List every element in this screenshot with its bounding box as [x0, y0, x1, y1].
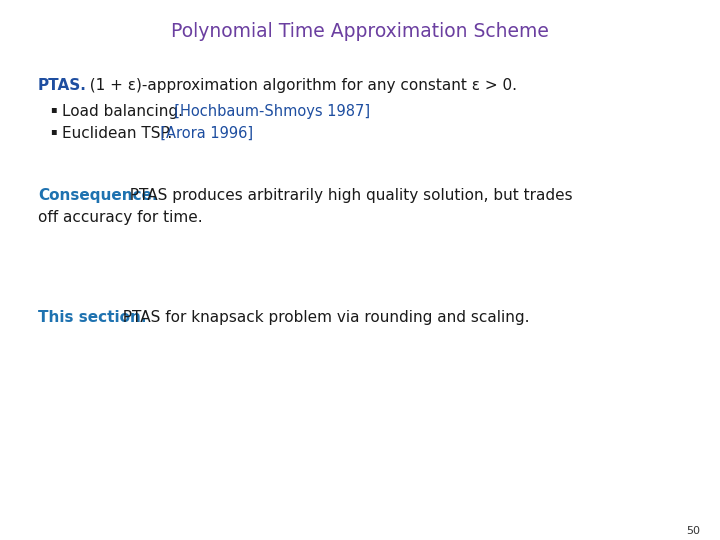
Text: [Arora 1996]: [Arora 1996]	[151, 126, 253, 141]
Text: Euclidean TSP.: Euclidean TSP.	[62, 126, 172, 141]
Text: This section.: This section.	[38, 310, 146, 325]
Text: Consequence.: Consequence.	[38, 188, 158, 203]
Text: Load balancing.: Load balancing.	[62, 104, 183, 119]
Text: Polynomial Time Approximation Scheme: Polynomial Time Approximation Scheme	[171, 22, 549, 41]
Text: PTAS.: PTAS.	[38, 78, 87, 93]
Text: PTAS for knapsack problem via rounding and scaling.: PTAS for knapsack problem via rounding a…	[113, 310, 529, 325]
Text: [Hochbaum-Shmoys 1987]: [Hochbaum-Shmoys 1987]	[165, 104, 370, 119]
Text: ▪: ▪	[50, 126, 57, 136]
Text: (1 + ε)-approximation algorithm for any constant ε > 0.: (1 + ε)-approximation algorithm for any …	[80, 78, 517, 93]
Text: off accuracy for time.: off accuracy for time.	[38, 210, 202, 225]
Text: PTAS produces arbitrarily high quality solution, but trades: PTAS produces arbitrarily high quality s…	[120, 188, 572, 203]
Text: 50: 50	[686, 526, 700, 536]
Text: ▪: ▪	[50, 104, 57, 114]
